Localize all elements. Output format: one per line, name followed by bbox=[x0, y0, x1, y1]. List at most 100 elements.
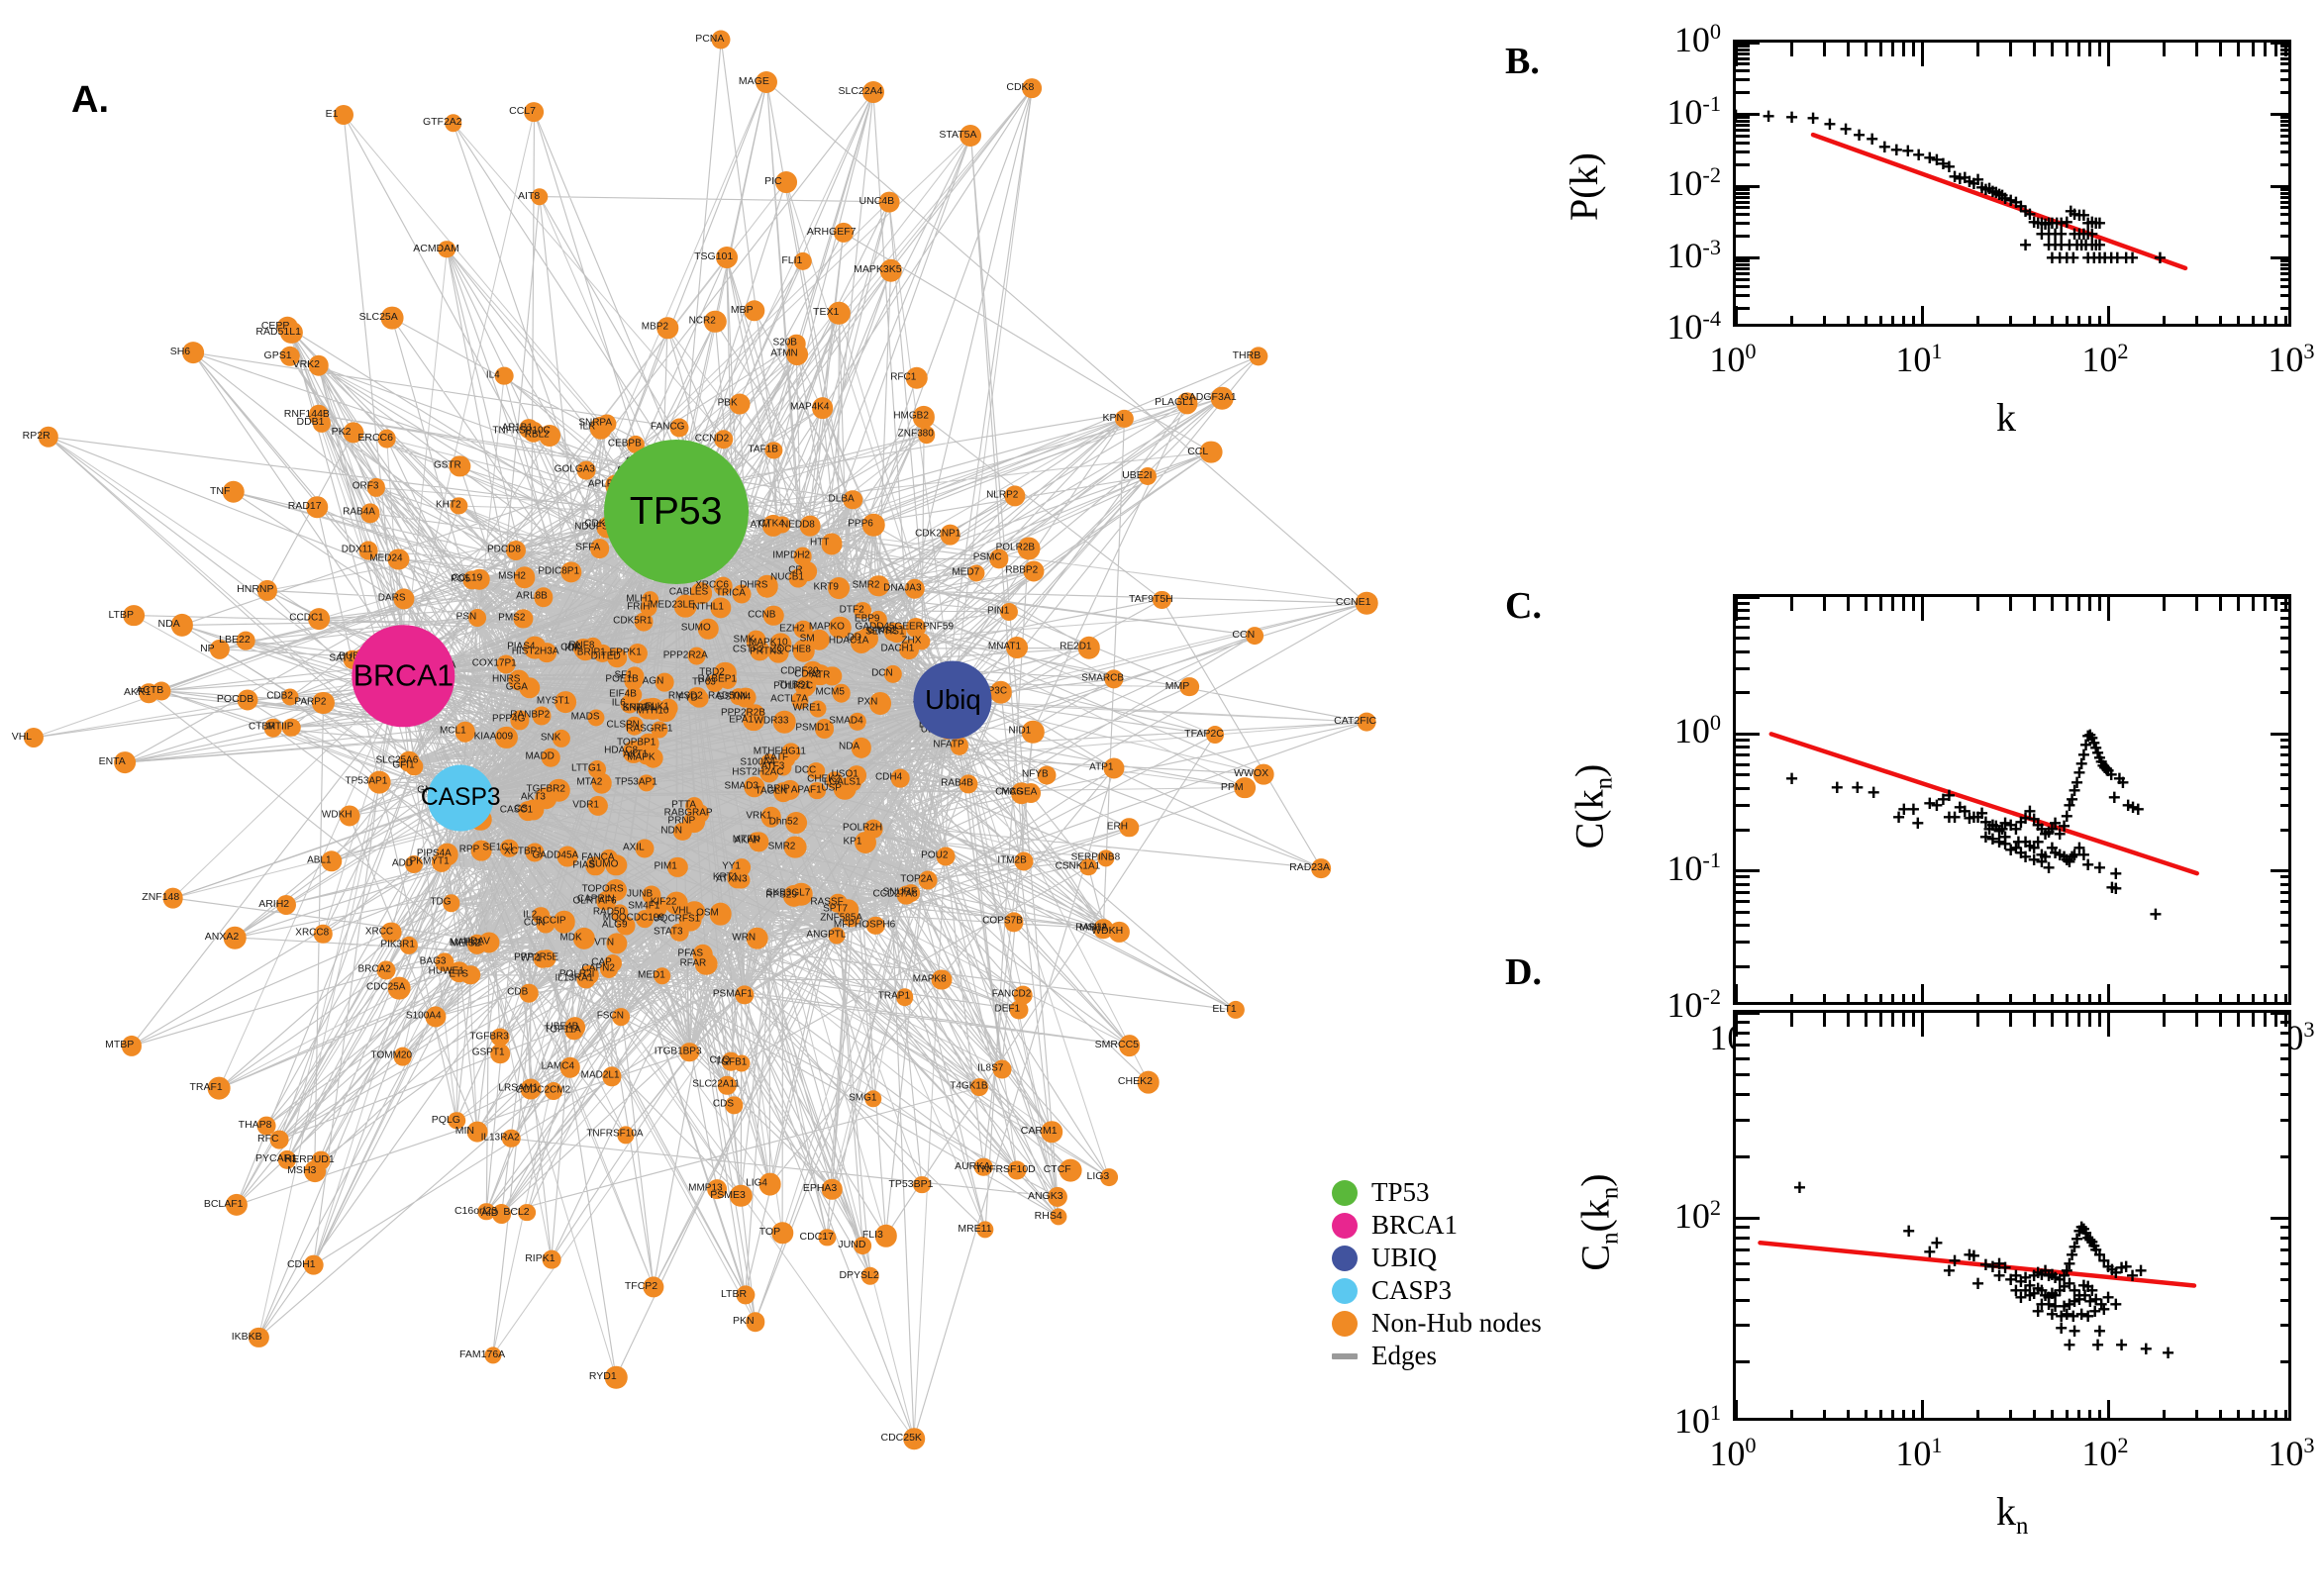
network-node[interactable] bbox=[1103, 757, 1125, 779]
network-node[interactable] bbox=[643, 748, 663, 768]
network-node[interactable] bbox=[1119, 818, 1139, 838]
network-node[interactable] bbox=[878, 191, 900, 213]
network-node[interactable] bbox=[869, 692, 892, 715]
network-node[interactable] bbox=[553, 911, 575, 934]
network-node[interactable] bbox=[321, 850, 343, 872]
network-node[interactable] bbox=[425, 1006, 447, 1028]
network-node[interactable] bbox=[1006, 637, 1029, 659]
network-node[interactable] bbox=[312, 414, 331, 433]
network-node[interactable] bbox=[641, 590, 659, 609]
network-node[interactable] bbox=[792, 640, 816, 662]
network-node[interactable] bbox=[793, 251, 813, 270]
network-node[interactable] bbox=[360, 503, 380, 523]
network-node[interactable] bbox=[491, 1203, 512, 1224]
network-node[interactable] bbox=[1139, 467, 1158, 486]
network-node[interactable] bbox=[620, 694, 640, 714]
network-node[interactable] bbox=[970, 1078, 989, 1097]
network-node[interactable] bbox=[600, 959, 619, 978]
network-node[interactable] bbox=[438, 240, 456, 258]
network-node[interactable] bbox=[890, 768, 910, 788]
network-node[interactable] bbox=[380, 306, 404, 330]
network-node[interactable] bbox=[799, 516, 821, 537]
network-node[interactable] bbox=[589, 539, 610, 558]
network-node[interactable] bbox=[466, 1121, 488, 1143]
network-node[interactable] bbox=[1253, 763, 1274, 785]
network-node[interactable] bbox=[1357, 713, 1376, 732]
network-node[interactable] bbox=[669, 418, 689, 438]
network-node[interactable] bbox=[38, 426, 59, 448]
network-node[interactable] bbox=[906, 617, 927, 638]
network-node[interactable] bbox=[874, 1225, 897, 1247]
network-node[interactable] bbox=[828, 616, 852, 640]
network-node[interactable] bbox=[745, 1312, 765, 1332]
network-node[interactable] bbox=[879, 258, 902, 282]
network-node[interactable] bbox=[771, 1222, 793, 1245]
network-node[interactable] bbox=[793, 547, 812, 566]
network-node[interactable] bbox=[555, 691, 577, 714]
network-node[interactable] bbox=[940, 524, 961, 546]
network-node[interactable] bbox=[713, 429, 734, 449]
network-node[interactable] bbox=[535, 787, 556, 809]
network-node[interactable] bbox=[236, 632, 255, 650]
network-node[interactable] bbox=[496, 654, 516, 674]
network-node[interactable] bbox=[866, 916, 885, 935]
network-node[interactable] bbox=[358, 541, 378, 560]
network-node[interactable] bbox=[563, 1016, 586, 1039]
network-node[interactable] bbox=[281, 688, 299, 706]
network-node[interactable] bbox=[783, 836, 807, 858]
network-node[interactable] bbox=[602, 1066, 622, 1087]
network-node[interactable] bbox=[612, 1007, 631, 1026]
network-node[interactable] bbox=[828, 302, 851, 325]
network-node[interactable] bbox=[1022, 78, 1043, 99]
network-node[interactable] bbox=[1004, 912, 1024, 933]
network-node[interactable] bbox=[694, 952, 718, 976]
network-node[interactable] bbox=[263, 719, 283, 738]
network-node[interactable] bbox=[844, 773, 862, 792]
network-node[interactable] bbox=[393, 1047, 412, 1066]
network-node[interactable] bbox=[711, 30, 731, 50]
network-node[interactable] bbox=[484, 1347, 502, 1364]
network-node[interactable] bbox=[774, 170, 797, 193]
network-node[interactable] bbox=[763, 605, 784, 626]
network-node[interactable] bbox=[223, 926, 247, 949]
network-node[interactable] bbox=[1115, 409, 1134, 429]
network-node[interactable] bbox=[625, 717, 644, 736]
network-node[interactable] bbox=[736, 1285, 756, 1305]
network-node[interactable] bbox=[772, 710, 796, 734]
network-node[interactable] bbox=[848, 712, 866, 731]
network-node[interactable] bbox=[306, 496, 329, 518]
network-node[interactable] bbox=[436, 843, 459, 866]
network-node[interactable] bbox=[709, 902, 733, 926]
network-node[interactable] bbox=[538, 949, 556, 968]
network-node[interactable] bbox=[989, 549, 1009, 569]
network-node[interactable] bbox=[520, 1078, 542, 1100]
network-node[interactable] bbox=[730, 1184, 753, 1208]
network-node[interactable] bbox=[729, 393, 751, 415]
network-node[interactable] bbox=[502, 1129, 521, 1148]
network-node[interactable] bbox=[466, 935, 488, 955]
network-node[interactable] bbox=[605, 853, 627, 876]
network-node[interactable] bbox=[655, 672, 674, 692]
network-node[interactable] bbox=[959, 774, 978, 794]
network-node[interactable] bbox=[282, 718, 301, 737]
network-node[interactable] bbox=[974, 1157, 993, 1177]
network-node[interactable] bbox=[398, 750, 420, 772]
network-node[interactable] bbox=[634, 612, 654, 632]
network-node[interactable] bbox=[435, 952, 454, 972]
network-node[interactable] bbox=[181, 342, 204, 364]
network-node[interactable] bbox=[809, 700, 827, 718]
network-node[interactable] bbox=[861, 81, 884, 104]
network-node[interactable] bbox=[536, 914, 556, 934]
network-node[interactable] bbox=[462, 569, 482, 590]
network-node[interactable] bbox=[1137, 1070, 1161, 1094]
network-node[interactable] bbox=[249, 1327, 269, 1347]
network-node[interactable] bbox=[539, 425, 561, 448]
network-node[interactable] bbox=[278, 1150, 297, 1169]
network-node[interactable] bbox=[1009, 1000, 1029, 1020]
network-node[interactable] bbox=[1175, 392, 1198, 414]
network-node[interactable] bbox=[491, 1028, 510, 1047]
network-node[interactable] bbox=[1007, 1160, 1027, 1180]
network-node[interactable] bbox=[687, 686, 708, 707]
network-node[interactable] bbox=[651, 721, 668, 739]
network-node[interactable] bbox=[679, 1043, 700, 1062]
